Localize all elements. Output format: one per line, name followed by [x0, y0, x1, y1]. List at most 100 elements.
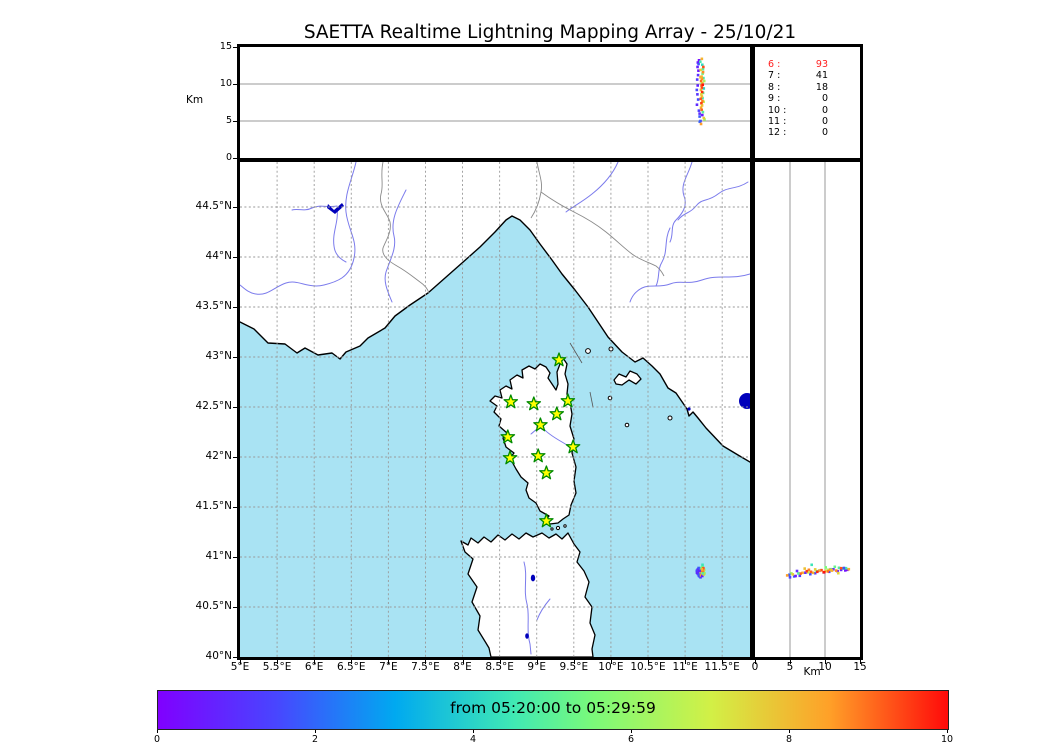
tick-mark	[825, 660, 826, 664]
tick-label: 11°E	[672, 661, 698, 673]
tick-mark	[947, 729, 948, 733]
tick-label: 5	[225, 115, 232, 126]
lma-station-star	[526, 396, 542, 411]
tick-label: 11.5°E	[704, 661, 740, 673]
tick-mark	[233, 207, 237, 208]
tick-label: 10	[940, 734, 954, 745]
tick-mark	[573, 660, 575, 664]
figure-title: SAETTA Realtime Lightning Mapping Array …	[303, 22, 797, 43]
tick-mark	[233, 557, 237, 558]
lma-station-star	[539, 513, 554, 528]
tick-label: 43°N	[205, 350, 232, 362]
tick-label: 10	[818, 661, 832, 673]
tick-mark	[790, 660, 791, 664]
tick-mark	[860, 660, 861, 664]
lma-station-star	[549, 406, 565, 421]
tick-mark	[240, 660, 241, 664]
map-gridlines	[240, 162, 750, 657]
tick-label: 41.5°N	[195, 500, 232, 512]
tick-mark	[425, 660, 427, 664]
tick-mark	[157, 729, 158, 733]
altitude-axis-label-right: Km	[803, 666, 821, 678]
tick-mark	[722, 660, 724, 664]
lakes	[327, 203, 750, 639]
lma-station-star	[503, 394, 519, 409]
lma-station-star	[560, 393, 576, 408]
tick-label: 40.5°N	[195, 600, 232, 612]
tick-label: 10°E	[598, 661, 624, 673]
tick-mark	[648, 660, 649, 664]
rivers	[240, 162, 750, 655]
tick-label: 44.5°N	[195, 200, 232, 212]
tick-label: 4	[469, 734, 477, 745]
tick-mark	[499, 660, 501, 664]
tick-label: 0	[225, 152, 232, 163]
tick-mark	[233, 657, 237, 658]
map-panel	[240, 162, 750, 657]
tick-label: 0	[153, 734, 161, 745]
tick-mark	[233, 84, 237, 85]
tick-mark	[351, 660, 353, 664]
alt-lon-gridlines	[240, 83, 750, 122]
elba-island	[613, 370, 642, 386]
sea-area	[240, 216, 750, 657]
tick-label: 6°E	[304, 661, 324, 673]
tick-mark	[789, 729, 790, 733]
tick-label: 6	[627, 734, 635, 745]
tick-label: 44°N	[205, 250, 232, 262]
tick-mark	[315, 729, 316, 733]
tick-label: 40°N	[205, 650, 232, 662]
lma-station-stars	[500, 352, 581, 528]
tick-label: 43.5°N	[195, 300, 232, 312]
tick-label: 5°E	[230, 661, 250, 673]
colorbar-time-range-label: from 05:20:00 to 05:29:59	[450, 699, 656, 717]
tick-mark	[685, 660, 687, 664]
altitude-axis-label-left: Km	[186, 94, 204, 106]
sea-depth-lines	[569, 342, 594, 408]
source-count-row: 10 :0	[768, 104, 828, 116]
source-count-row: 7 :41	[768, 70, 828, 82]
tick-label: 10	[219, 78, 232, 89]
lma-station-star	[565, 439, 581, 454]
lma-station-star	[533, 417, 548, 432]
tick-mark	[277, 660, 279, 664]
tick-label: 15	[853, 661, 867, 673]
tick-label: 9.5°E	[559, 661, 589, 673]
lma-station-star	[500, 429, 516, 444]
tick-mark	[233, 257, 237, 258]
tick-mark	[233, 158, 237, 159]
tick-mark	[233, 407, 237, 408]
source-counts-panel: 6 :93 7 :41 8 :18 9 :0 10 :0 11 :0 12 :0	[755, 47, 860, 158]
tick-mark	[233, 457, 237, 458]
time-colorbar: from 05:20:00 to 05:29:59	[157, 690, 949, 730]
tick-label: 8°E	[453, 661, 472, 673]
tick-label: 10.5°E	[630, 661, 666, 673]
mainland-coastline	[240, 215, 750, 463]
tick-label: 42°N	[205, 450, 232, 462]
lma-station-star	[530, 448, 546, 463]
tick-label: 7°E	[379, 661, 398, 673]
alt-lat-gridlines	[789, 162, 826, 657]
tick-mark	[233, 357, 237, 358]
lma-station-star	[539, 465, 554, 480]
tick-mark	[233, 607, 237, 608]
source-count-row: 12 :0	[768, 127, 828, 139]
tick-mark	[233, 307, 237, 308]
region-borders	[379, 162, 665, 294]
tick-label: 15	[219, 41, 232, 52]
tick-label: 9°E	[527, 661, 546, 673]
tick-mark	[233, 507, 237, 508]
tick-mark	[473, 729, 474, 733]
sardinia-island	[460, 532, 596, 657]
tick-mark	[462, 660, 464, 664]
source-count-row: 8 :18	[768, 81, 828, 93]
tick-mark	[233, 121, 237, 122]
tick-mark	[314, 660, 316, 664]
tick-label: 6.5°E	[336, 661, 366, 673]
tick-label: 7.5°E	[411, 661, 440, 673]
alt-lon-panel	[240, 57, 750, 126]
tick-mark	[631, 729, 632, 733]
tick-label: 8.5°E	[485, 661, 514, 673]
tick-mark	[536, 660, 538, 664]
